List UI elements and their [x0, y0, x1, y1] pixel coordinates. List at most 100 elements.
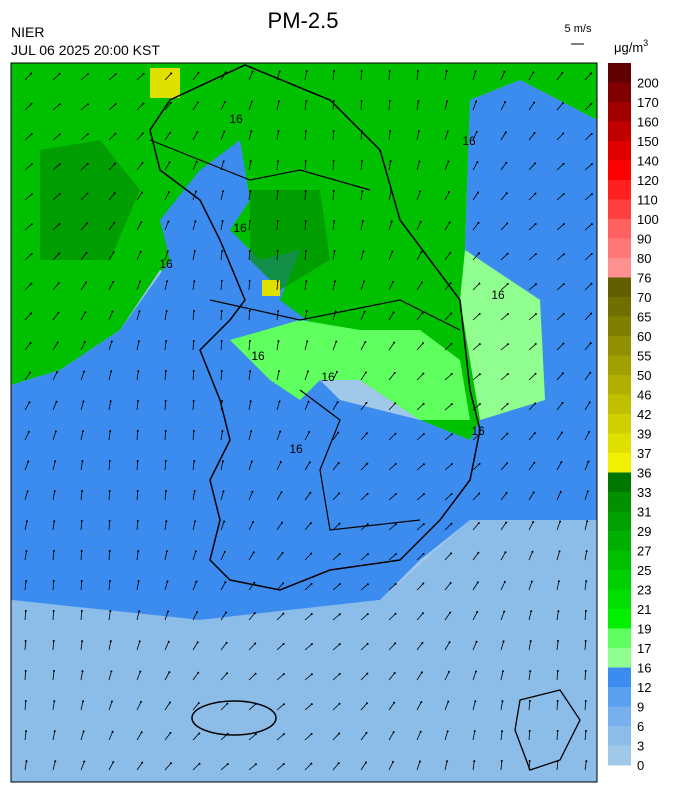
wind-arrow-head — [449, 251, 452, 254]
wind-arrow-head — [388, 100, 391, 103]
wind-arrow-head — [193, 280, 196, 283]
wind-arrow-head — [501, 700, 504, 703]
wind-arrow-head — [141, 161, 144, 164]
wind-arrow — [444, 582, 451, 591]
wind-arrow-head — [338, 583, 341, 586]
wind-arrow — [136, 192, 143, 201]
wind-arrow-head — [310, 582, 313, 585]
wind-arrow-head — [81, 670, 84, 673]
wind-arrow-head — [417, 70, 420, 73]
wind-arrow-head — [450, 552, 453, 555]
wind-arrow — [584, 491, 589, 501]
wind-arrow-head — [590, 282, 593, 285]
wind-arrow-head — [474, 70, 477, 73]
wind-arrow — [472, 522, 480, 531]
wind-arrow — [276, 280, 279, 291]
wind-arrow — [276, 431, 281, 441]
wind-arrow-head — [220, 310, 223, 313]
wind-arrow — [136, 611, 140, 621]
wind-arrow-head — [226, 732, 229, 735]
wind-arrow — [136, 732, 142, 741]
wind-arrow — [444, 222, 451, 231]
wind-arrow-head — [477, 191, 480, 194]
wind-arrow-head — [446, 730, 449, 733]
wind-arrow-head — [82, 730, 85, 733]
wind-arrow-head — [562, 162, 565, 165]
wind-arrow — [248, 371, 251, 381]
wind-arrow-head — [114, 132, 117, 135]
wind-arrow-head — [338, 643, 341, 646]
wind-arrow — [164, 581, 168, 591]
wind-arrow-head — [590, 163, 593, 166]
wind-arrow — [416, 101, 419, 111]
wind-arrow-head — [52, 610, 55, 613]
wind-arrow-head — [167, 610, 170, 613]
wind-arrow-head — [473, 730, 476, 733]
wind-arrow — [556, 432, 563, 441]
wind-arrow — [80, 701, 84, 711]
wind-arrow — [332, 160, 335, 171]
wind-arrow — [192, 370, 195, 381]
wind-arrow-head — [251, 490, 254, 493]
datetime: JUL 06 2025 20:00 KST — [11, 42, 160, 58]
wind-arrow — [556, 193, 565, 201]
wind-arrow — [136, 251, 142, 261]
wind-arrow-head — [394, 642, 397, 645]
wind-arrow — [52, 312, 59, 321]
wind-arrow-head — [165, 310, 168, 313]
wind-arrow — [332, 311, 337, 321]
wind-arrow-head — [338, 673, 341, 676]
wind-arrow-head — [419, 220, 422, 223]
colorbar-label: 19 — [637, 622, 651, 637]
wind-arrow-head — [192, 310, 195, 313]
wind-arrow — [388, 403, 396, 411]
wind-arrow — [500, 101, 506, 111]
contour-label: 16 — [471, 424, 485, 438]
colorbar-label: 23 — [637, 583, 651, 598]
wind-arrow-head — [282, 733, 285, 736]
wind-arrow — [52, 193, 61, 201]
wind-arrow-head — [447, 700, 450, 703]
colorbar-segment — [608, 648, 631, 668]
wind-arrow-head — [310, 673, 313, 676]
wind-arrow — [80, 341, 86, 351]
colorbar-segment — [608, 433, 631, 454]
colorbar-label: 110 — [637, 193, 658, 208]
wind-arrow-head — [562, 312, 565, 315]
wind-arrow-head — [528, 760, 531, 763]
wind-arrow — [528, 730, 531, 741]
wind-arrow — [472, 463, 480, 471]
colorbar-segment — [608, 531, 631, 551]
wind-arrow — [416, 612, 424, 621]
wind-arrow — [24, 491, 28, 501]
wind-arrow — [528, 641, 532, 651]
wind-arrow — [24, 610, 27, 621]
wind-arrow — [584, 731, 587, 741]
wind-arrow-head — [52, 640, 55, 643]
wind-arrow — [80, 550, 83, 561]
contour-label: 16 — [462, 134, 476, 148]
wind-arrow — [164, 460, 167, 471]
wind-arrow — [360, 613, 369, 621]
unit: μg/m3 — [614, 38, 648, 55]
hotspot-west — [40, 140, 140, 260]
wind-arrow — [248, 643, 256, 651]
wind-arrow-head — [164, 400, 167, 403]
wind-arrow-head — [197, 702, 200, 705]
wind-arrow — [444, 553, 452, 561]
wind-arrow — [360, 732, 367, 741]
colorbar-segment — [608, 570, 631, 590]
wind-arrow — [52, 342, 59, 351]
wind-arrow-head — [449, 611, 452, 614]
wind-arrow — [24, 431, 30, 441]
map: 16 16 16 16 16 16 16 16 16 — [10, 62, 598, 783]
wind-arrow — [556, 670, 559, 681]
wind-arrow — [528, 581, 533, 591]
wind-arrow — [332, 733, 340, 741]
colorbar-segment — [608, 472, 631, 493]
wind-arrow-head — [250, 130, 253, 133]
wind-arrow-head — [83, 370, 86, 373]
wind-arrow — [556, 461, 562, 471]
pollution-low — [11, 520, 597, 782]
wind-arrow — [220, 763, 229, 771]
